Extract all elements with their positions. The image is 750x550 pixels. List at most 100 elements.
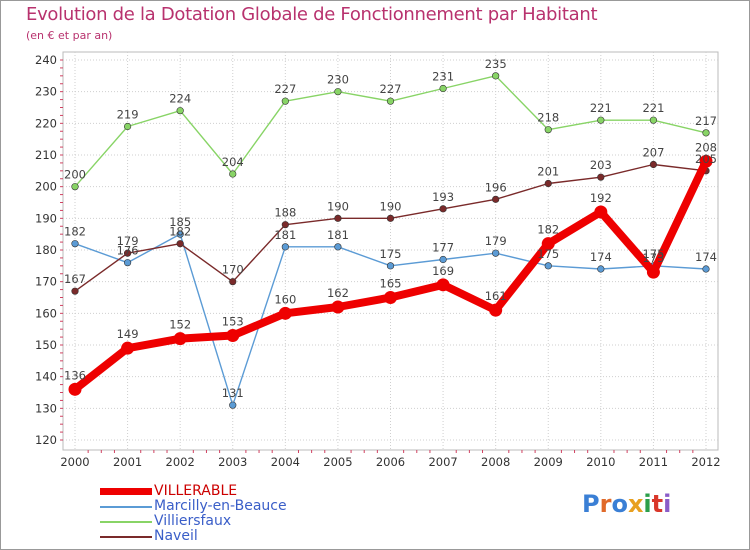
data-point-villiersfaux bbox=[649, 116, 658, 124]
data-label-villerable: 182 bbox=[537, 223, 559, 237]
legend-label-naveil: Naveil bbox=[154, 528, 198, 544]
data-point-villerable bbox=[331, 300, 345, 314]
data-label-naveil: 190 bbox=[380, 199, 402, 213]
data-label-villiersfaux: 230 bbox=[327, 73, 349, 87]
data-label-naveil: 179 bbox=[117, 234, 139, 248]
data-label-villiersfaux: 217 bbox=[695, 114, 717, 128]
data-point-naveil bbox=[597, 173, 605, 181]
data-label-villerable: 192 bbox=[590, 191, 612, 205]
legend-label-villiersfaux: Villiersfaux bbox=[154, 513, 232, 529]
x-tick-label: 2002 bbox=[166, 455, 195, 469]
brand-logo: Proxiti bbox=[582, 490, 671, 518]
x-tick-label: 2009 bbox=[534, 455, 563, 469]
data-label-villerable: 208 bbox=[695, 140, 717, 154]
data-label-villiersfaux: 224 bbox=[169, 92, 191, 106]
data-point-villerable bbox=[594, 205, 608, 219]
data-point-marcilly-en-beauce bbox=[71, 240, 79, 248]
data-label-villerable: 160 bbox=[274, 292, 296, 306]
data-point-marcilly-en-beauce bbox=[597, 265, 605, 273]
data-point-villerable bbox=[278, 306, 292, 320]
x-tick-label: 2007 bbox=[428, 455, 457, 469]
data-point-villiersfaux bbox=[71, 183, 79, 191]
data-label-villiersfaux: 200 bbox=[64, 168, 86, 182]
data-label-naveil: 182 bbox=[169, 225, 191, 239]
brand-letter: i bbox=[643, 490, 652, 518]
x-tick-label: 2012 bbox=[691, 455, 720, 469]
data-point-villerable bbox=[699, 154, 713, 168]
data-label-naveil: 201 bbox=[537, 165, 559, 179]
data-label-naveil: 193 bbox=[432, 190, 454, 204]
x-tick-label: 2004 bbox=[271, 455, 300, 469]
x-tick-label: 2005 bbox=[323, 455, 352, 469]
legend-swatch-marcilly-en-beauce bbox=[100, 506, 152, 508]
data-label-villiersfaux: 235 bbox=[485, 57, 507, 71]
data-point-marcilly-en-beauce bbox=[702, 265, 710, 273]
data-label-marcilly-en-beauce: 185 bbox=[169, 215, 191, 229]
data-point-villerable bbox=[68, 382, 82, 396]
data-label-marcilly-en-beauce: 175 bbox=[380, 247, 402, 261]
x-tick-label: 2010 bbox=[586, 455, 615, 469]
legend-swatch-villerable bbox=[100, 488, 152, 495]
y-tick-label: 160 bbox=[35, 306, 57, 320]
data-point-naveil bbox=[71, 287, 79, 295]
data-label-villerable: 173 bbox=[642, 251, 664, 265]
data-point-villiersfaux bbox=[492, 72, 500, 80]
data-label-villerable: 165 bbox=[380, 277, 402, 291]
data-point-marcilly-en-beauce bbox=[229, 401, 237, 409]
data-point-villerable bbox=[436, 278, 450, 292]
data-label-marcilly-en-beauce: 174 bbox=[695, 250, 717, 264]
brand-letter: i bbox=[663, 490, 672, 518]
data-point-marcilly-en-beauce bbox=[123, 259, 132, 267]
data-label-naveil: 207 bbox=[642, 146, 664, 160]
data-point-naveil bbox=[123, 249, 132, 257]
data-label-marcilly-en-beauce: 182 bbox=[64, 225, 86, 239]
legend-swatch-villiersfaux bbox=[100, 521, 152, 523]
brand-letter: o bbox=[611, 490, 628, 518]
data-label-villiersfaux: 221 bbox=[642, 101, 664, 115]
data-label-villiersfaux: 218 bbox=[537, 111, 559, 125]
data-point-naveil bbox=[229, 278, 237, 286]
y-tick-label: 180 bbox=[35, 243, 57, 257]
data-point-marcilly-en-beauce bbox=[544, 262, 552, 270]
data-point-villiersfaux bbox=[334, 88, 342, 96]
data-point-villerable bbox=[541, 237, 555, 251]
brand-letter: x bbox=[627, 490, 644, 518]
brand-letter: t bbox=[651, 490, 664, 518]
brand-letter: r bbox=[599, 490, 612, 518]
data-point-naveil bbox=[544, 179, 552, 188]
data-label-villiersfaux: 227 bbox=[274, 82, 296, 96]
data-point-villerable bbox=[173, 332, 187, 346]
x-tick-label: 2003 bbox=[218, 455, 247, 469]
chart-subtitle: (en € et par an) bbox=[26, 29, 113, 42]
data-point-villiersfaux bbox=[229, 170, 237, 178]
x-tick-label: 2008 bbox=[481, 455, 510, 469]
data-point-villiersfaux bbox=[544, 126, 552, 134]
data-point-villerable bbox=[226, 329, 240, 342]
data-point-villerable bbox=[384, 291, 397, 304]
data-label-villerable: 169 bbox=[432, 264, 454, 278]
y-tick-label: 140 bbox=[35, 370, 57, 384]
data-point-naveil bbox=[492, 195, 500, 203]
data-point-marcilly-en-beauce bbox=[492, 249, 500, 257]
data-point-marcilly-en-beauce bbox=[334, 243, 342, 251]
data-label-marcilly-en-beauce: 175 bbox=[537, 247, 559, 261]
data-label-marcilly-en-beauce: 176 bbox=[117, 244, 139, 258]
data-point-villiersfaux bbox=[597, 116, 605, 124]
legend-label-villerable: VILLERABLE bbox=[154, 483, 238, 499]
data-point-villerable bbox=[646, 265, 660, 279]
data-label-marcilly-en-beauce: 179 bbox=[485, 234, 507, 248]
x-tick-label: 2006 bbox=[376, 455, 405, 469]
y-tick-label: 220 bbox=[35, 116, 57, 130]
data-point-marcilly-en-beauce bbox=[439, 255, 447, 264]
data-label-naveil: 188 bbox=[274, 206, 296, 220]
data-point-villiersfaux bbox=[702, 129, 710, 137]
data-label-marcilly-en-beauce: 175 bbox=[642, 247, 664, 261]
y-tick-label: 190 bbox=[35, 211, 57, 225]
data-point-naveil bbox=[334, 214, 342, 222]
data-point-naveil bbox=[281, 221, 289, 229]
chart-title: Evolution de la Dotation Globale de Fonc… bbox=[26, 4, 598, 25]
y-tick-label: 170 bbox=[35, 275, 57, 289]
legend-swatch-naveil bbox=[100, 536, 152, 538]
data-label-villiersfaux: 221 bbox=[590, 101, 612, 115]
